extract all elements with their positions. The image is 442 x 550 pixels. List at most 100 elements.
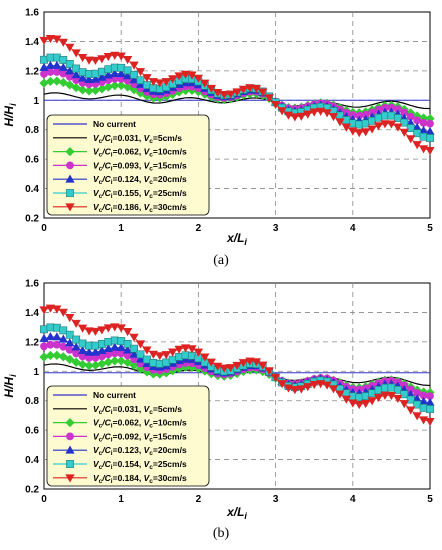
data-point	[193, 74, 204, 83]
data-point	[380, 391, 390, 400]
legend-entry-5: Vc/Ci=0.124, Vc=20cm/s	[53, 174, 187, 186]
data-point	[129, 61, 139, 70]
data-point	[180, 344, 191, 353]
data-point	[180, 70, 191, 79]
data-point	[219, 364, 229, 373]
legend-label: Vc/Ci=0.154, Vc=25cm/s	[93, 459, 187, 471]
data-point	[71, 83, 81, 93]
data-point	[161, 78, 171, 87]
data-point	[400, 118, 409, 127]
data-point	[71, 49, 81, 58]
data-point	[412, 412, 422, 421]
data-point	[181, 351, 190, 360]
legend-label: Vc/Ci=0.062, Vc=10cm/s	[93, 147, 187, 159]
data-point	[174, 72, 184, 81]
data-point	[316, 380, 326, 389]
legend-entry-6: Vc/Ci=0.154, Vc=25cm/s	[53, 459, 187, 471]
data-point	[116, 80, 126, 91]
data-point	[426, 134, 434, 142]
data-point	[58, 334, 68, 343]
data-point	[130, 344, 138, 353]
data-point	[103, 324, 113, 333]
data-point	[142, 346, 152, 355]
data-point	[91, 69, 100, 78]
data-point	[40, 342, 48, 351]
data-point	[52, 60, 62, 69]
data-point	[174, 345, 184, 354]
chart-panel-2: 0 1 2 3 4 5 0.2 0.4 0.6 0.8 1 1.2 1.4 1.6 x/Li H/Hi No c…	[2, 279, 435, 541]
y-tick-label: 0.8	[25, 396, 39, 407]
y-tick-label: 1.4	[25, 37, 39, 48]
data-point	[373, 393, 384, 403]
data-point	[309, 108, 319, 117]
data-point	[303, 110, 313, 119]
data-point	[40, 325, 48, 334]
data-point	[97, 72, 107, 81]
data-point	[77, 73, 88, 82]
legend-label: Vc/Ci=0.186, Vc=30cm/s	[93, 202, 187, 214]
data-point	[264, 367, 274, 376]
legend-marker	[66, 432, 74, 441]
data-point	[168, 348, 178, 357]
legend-label: Vc/Ci=0.062, Vc=10cm/s	[93, 418, 187, 430]
y-tick-label: 0.6	[25, 155, 39, 166]
data-point	[135, 68, 146, 77]
data-point	[58, 38, 68, 47]
data-point	[59, 342, 68, 351]
data-point	[168, 355, 177, 364]
series-7	[39, 304, 435, 427]
data-point	[258, 88, 268, 97]
data-point	[123, 345, 133, 354]
data-point	[155, 352, 165, 361]
data-point	[232, 88, 242, 97]
data-point	[373, 122, 384, 131]
data-point	[84, 361, 94, 371]
y-axis-label: H/Hi	[2, 103, 18, 127]
data-point	[135, 354, 146, 363]
data-point	[77, 54, 88, 63]
data-point	[149, 358, 158, 367]
data-point	[296, 112, 306, 121]
data-point	[52, 68, 61, 76]
legend-marker	[65, 445, 75, 454]
data-point	[77, 345, 88, 354]
data-point	[39, 36, 49, 45]
data-point	[200, 79, 210, 88]
y-axis-label: H/Hi	[2, 374, 18, 398]
data-point	[175, 352, 183, 361]
data-point	[116, 69, 126, 78]
y-tick-label: 1.2	[25, 66, 39, 77]
data-point	[45, 76, 56, 86]
data-point	[52, 76, 62, 86]
data-point	[104, 337, 113, 346]
data-point	[117, 63, 126, 72]
data-point	[387, 383, 396, 392]
legend-entry-4: Vc/Ci=0.093, Vc=15cm/s	[53, 160, 187, 172]
legend-entry-2: Vc/Ci=0.031, Vc=5cm/s	[53, 404, 182, 416]
x-tick-label: 3	[273, 223, 279, 234]
data-point	[91, 341, 100, 350]
data-point	[71, 70, 81, 79]
data-point	[103, 53, 113, 62]
data-point	[110, 323, 120, 332]
legend-label: Vc/Ci=0.155, Vc=25cm/s	[93, 188, 187, 200]
data-point	[418, 145, 429, 154]
legend-marker	[65, 146, 75, 157]
data-point	[71, 342, 81, 351]
x-axis-label: x/Li	[226, 505, 247, 521]
x-tick-label: 5	[427, 223, 433, 234]
data-point	[245, 84, 255, 93]
data-point	[72, 335, 81, 344]
legend-marker	[65, 474, 75, 483]
data-point	[110, 68, 120, 77]
data-point	[354, 401, 364, 410]
data-point	[148, 78, 158, 87]
data-point	[393, 123, 403, 132]
legend-label: Vc/Ci=0.123, Vc=20cm/s	[93, 445, 187, 457]
data-point	[142, 74, 152, 83]
data-point	[393, 385, 402, 394]
data-point	[77, 359, 88, 370]
legend-marker	[66, 460, 74, 468]
data-point	[426, 119, 434, 128]
data-point	[129, 349, 139, 358]
